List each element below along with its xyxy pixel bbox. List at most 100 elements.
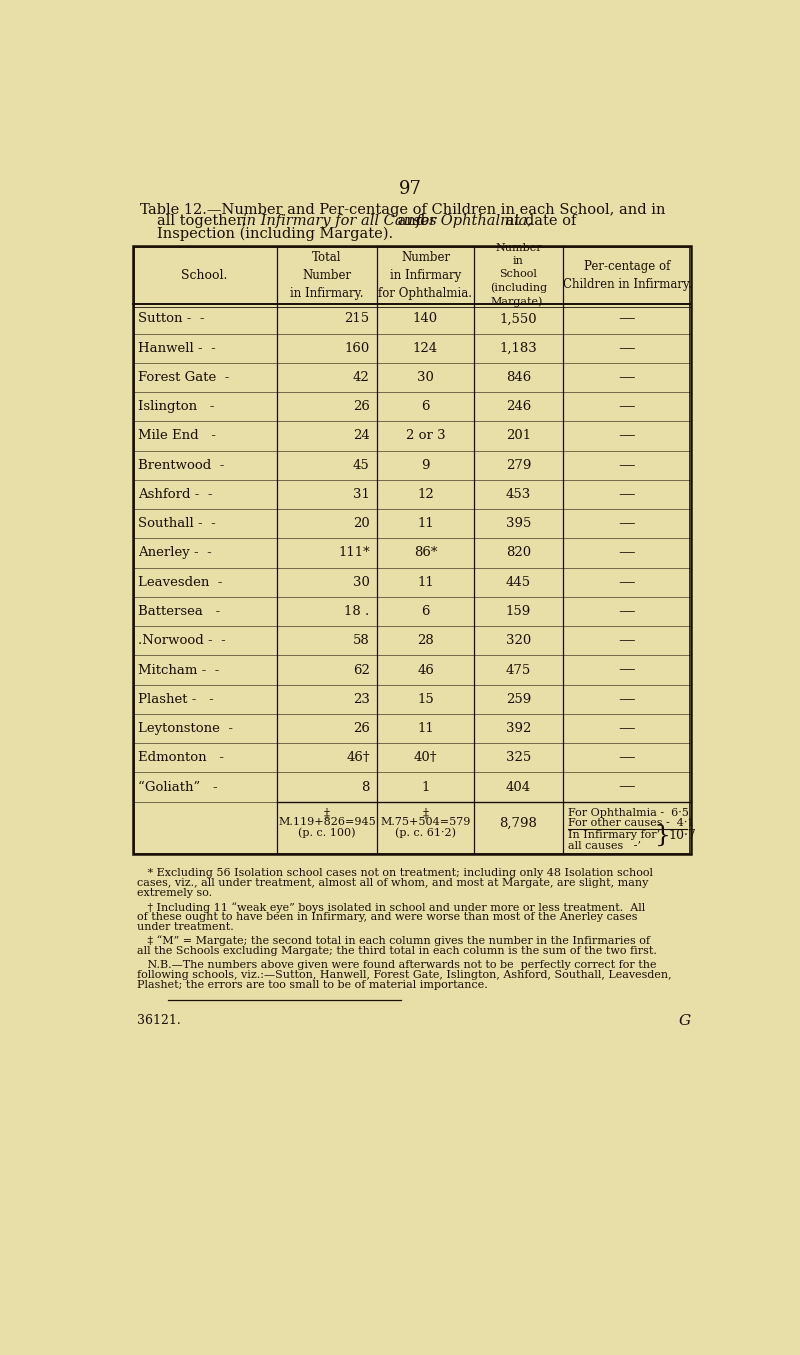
Text: Sutton -  -: Sutton - -	[138, 313, 205, 325]
Text: 395: 395	[506, 518, 531, 530]
Text: T: T	[140, 203, 150, 217]
Text: 445: 445	[506, 576, 531, 589]
Text: 201: 201	[506, 430, 531, 443]
Text: 404: 404	[506, 780, 531, 794]
Text: For other causes -  4·1: For other causes - 4·1	[568, 818, 694, 828]
Text: Mitcham -  -: Mitcham - -	[138, 664, 219, 676]
Text: Anerley -  -: Anerley - -	[138, 546, 212, 560]
Text: 15: 15	[417, 692, 434, 706]
Text: Leytonstone  -: Leytonstone -	[138, 722, 233, 734]
Text: 259: 259	[506, 692, 531, 706]
Text: M.75+504=579: M.75+504=579	[380, 817, 470, 827]
Text: 159: 159	[506, 606, 531, 618]
Text: Islington   -: Islington -	[138, 400, 214, 413]
Text: G: G	[678, 1015, 690, 1028]
Text: }: }	[655, 824, 671, 847]
Text: following schools, viz.:—Sutton, Hanwell, Forest Gate, Islington, Ashford, South: following schools, viz.:—Sutton, Hanwell…	[138, 970, 672, 980]
Text: 246: 246	[506, 400, 531, 413]
Text: 6: 6	[422, 400, 430, 413]
Text: .Norwood -  -: .Norwood - -	[138, 634, 226, 648]
Text: 36121.: 36121.	[138, 1015, 181, 1027]
Bar	[134, 248, 689, 852]
Text: Hanwell -  -: Hanwell - -	[138, 341, 216, 355]
Text: 26: 26	[353, 722, 370, 734]
Text: Plashet; the errors are too small to be of material importance.: Plashet; the errors are too small to be …	[138, 980, 488, 989]
Text: —: —	[618, 720, 635, 737]
Text: —: —	[618, 603, 635, 621]
Text: 8,798: 8,798	[499, 817, 538, 829]
Text: 58: 58	[353, 634, 370, 648]
Text: Plashet -   -: Plashet - -	[138, 692, 214, 706]
Text: 820: 820	[506, 546, 531, 560]
Text: 325: 325	[506, 751, 531, 764]
Bar	[133, 245, 690, 854]
Text: School.: School.	[182, 268, 228, 282]
Text: —: —	[618, 340, 635, 356]
Text: 30: 30	[353, 576, 370, 589]
Text: Leavesden  -: Leavesden -	[138, 576, 222, 589]
Text: 846: 846	[506, 371, 531, 383]
Text: 86*: 86*	[414, 546, 437, 560]
Text: 453: 453	[506, 488, 531, 501]
Text: Brentwood  -: Brentwood -	[138, 459, 224, 472]
Text: extremely so.: extremely so.	[138, 888, 212, 898]
Text: Ashford -  -: Ashford - -	[138, 488, 213, 501]
Text: —: —	[618, 398, 635, 415]
Text: under treatment.: under treatment.	[138, 921, 234, 932]
Text: 62: 62	[353, 664, 370, 676]
Text: 6: 6	[422, 606, 430, 618]
Text: —: —	[618, 633, 635, 649]
Text: “Goliath”   -: “Goliath” -	[138, 780, 218, 794]
Text: 45: 45	[353, 459, 370, 472]
Text: 18 .: 18 .	[345, 606, 370, 618]
Text: Total
Number
in Infirmary.: Total Number in Infirmary.	[290, 251, 364, 299]
Text: —: —	[618, 573, 635, 591]
Text: 28: 28	[417, 634, 434, 648]
Text: 11: 11	[417, 576, 434, 589]
Text: —: —	[618, 749, 635, 767]
Text: ‡ “M” = Margate; the second total in each column gives the number in the Infirma: ‡ “M” = Margate; the second total in eac…	[138, 936, 650, 946]
Text: 24: 24	[353, 430, 370, 443]
Text: ‡: ‡	[324, 808, 330, 821]
Text: 46: 46	[417, 664, 434, 676]
Text: 26: 26	[353, 400, 370, 413]
Text: all causes   -’: all causes -’	[568, 841, 641, 851]
Text: Inspection (including Margate).: Inspection (including Margate).	[158, 226, 394, 241]
Text: 124: 124	[413, 341, 438, 355]
Text: 1,183: 1,183	[500, 341, 538, 355]
Text: —: —	[618, 486, 635, 503]
Text: N.B.—The numbers above given were found afterwards not to be  perfectly correct : N.B.—The numbers above given were found …	[138, 959, 657, 970]
Text: 23: 23	[353, 692, 370, 706]
Text: 392: 392	[506, 722, 531, 734]
Text: 40†: 40†	[414, 751, 438, 764]
Text: —: —	[618, 369, 635, 386]
Text: —: —	[618, 691, 635, 707]
Text: —: —	[618, 661, 635, 679]
Text: —: —	[618, 779, 635, 795]
Text: 140: 140	[413, 313, 438, 325]
Text: —: —	[618, 427, 635, 444]
Text: (p. c. 61·2): (p. c. 61·2)	[395, 828, 456, 839]
Text: Battersea   -: Battersea -	[138, 606, 220, 618]
Text: 46†: 46†	[346, 751, 370, 764]
Text: ‡: ‡	[422, 808, 429, 821]
Text: * Excluding 56 Isolation school cases not on treatment; including only 48 Isolat: * Excluding 56 Isolation school cases no…	[138, 869, 654, 878]
Text: M.119+826=945: M.119+826=945	[278, 817, 376, 827]
Text: 20: 20	[353, 518, 370, 530]
Text: 160: 160	[345, 341, 370, 355]
Text: Southall -  -: Southall - -	[138, 518, 216, 530]
Text: 10·7: 10·7	[669, 829, 697, 841]
Text: 8: 8	[362, 780, 370, 794]
Text: at date of: at date of	[502, 214, 577, 228]
Text: 97: 97	[398, 180, 422, 198]
Text: —: —	[618, 457, 635, 474]
Text: of these ought to have been in Infirmary, and were worse than most of the Anerle: of these ought to have been in Infirmary…	[138, 912, 638, 921]
Text: all the Schools excluding Margate; the third total in each column is the sum of : all the Schools excluding Margate; the t…	[138, 946, 657, 955]
Text: for Ophthalmia,: for Ophthalmia,	[415, 214, 533, 228]
Text: 320: 320	[506, 634, 531, 648]
Text: —: —	[618, 310, 635, 328]
Text: Per-centage of
Children in Infirmary.: Per-centage of Children in Infirmary.	[562, 260, 691, 290]
Text: 9: 9	[422, 459, 430, 472]
Text: cases, viz., all under treatment, almost all of whom, and most at Margate, are s: cases, viz., all under treatment, almost…	[138, 878, 649, 888]
Text: † Including 11 “weak eye” boys isolated in school and under more or less treatme: † Including 11 “weak eye” boys isolated …	[138, 902, 646, 912]
